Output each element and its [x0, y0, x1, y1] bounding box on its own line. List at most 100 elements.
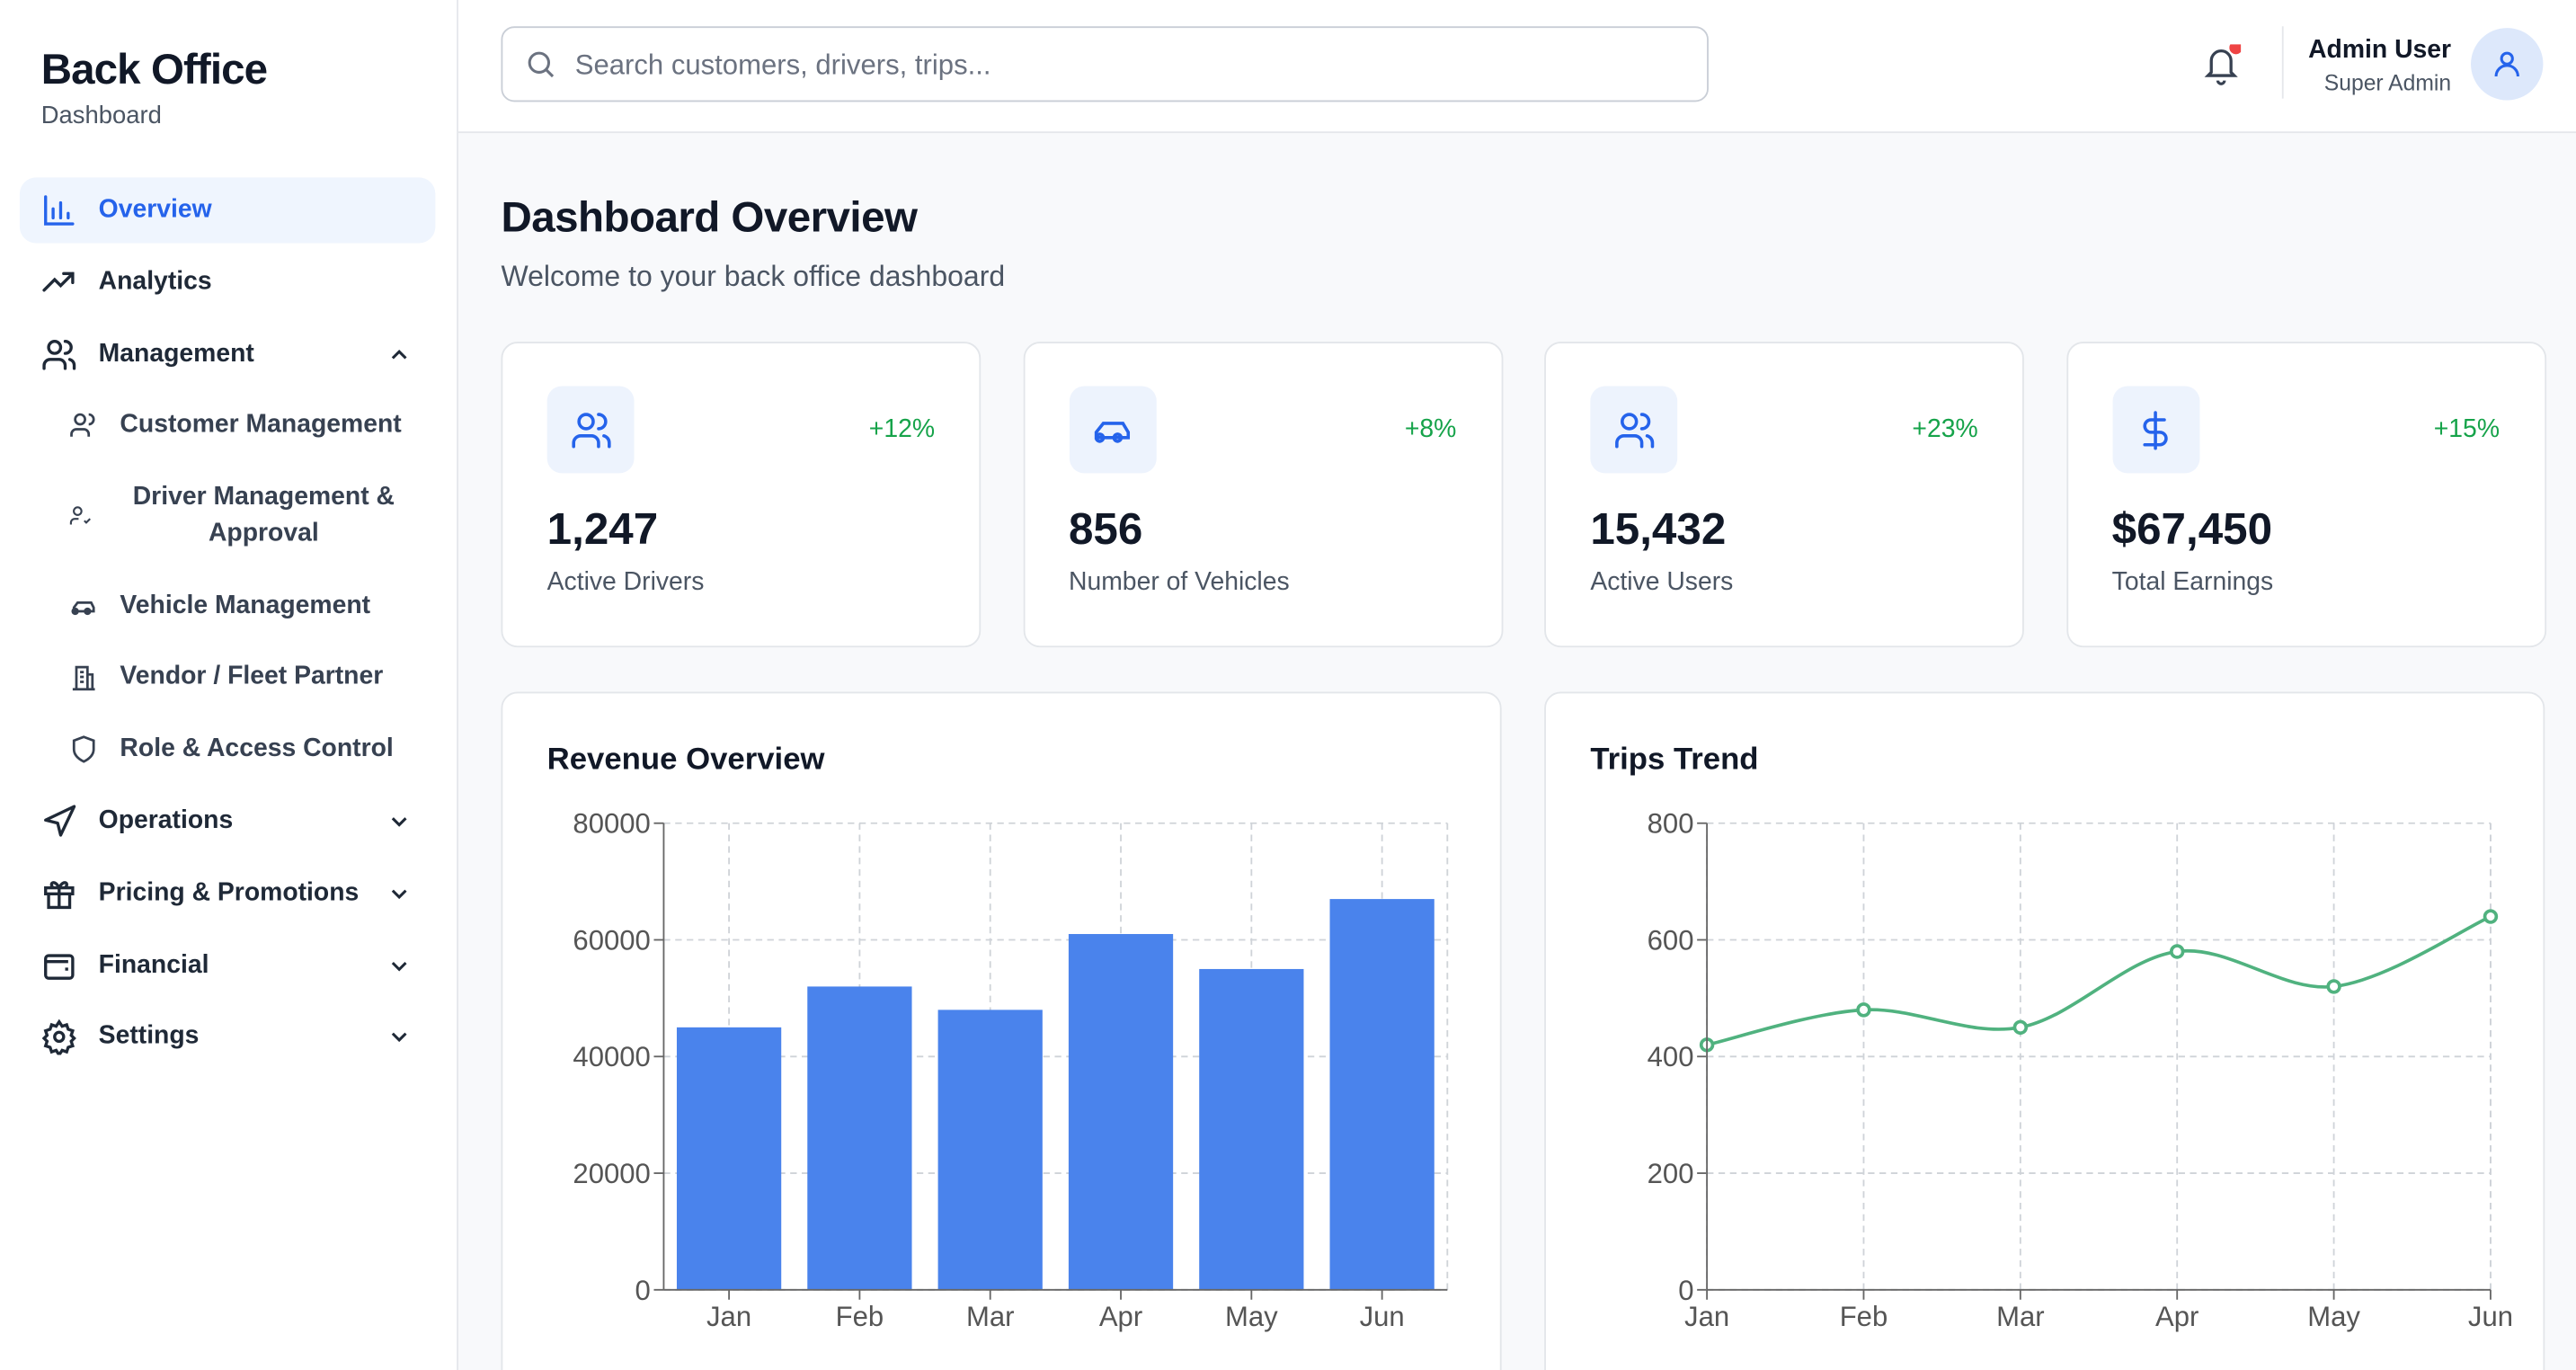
sub-nav-label: Customer Management — [120, 410, 402, 440]
sub-nav-item[interactable]: Vehicle Management — [66, 574, 435, 639]
stat-change: +8% — [1404, 415, 1457, 444]
stat-icon — [2111, 386, 2199, 474]
x-tick-label: Mar — [966, 1301, 1015, 1332]
nav-label: Financial — [98, 951, 209, 980]
icon — [571, 412, 610, 448]
stat-label: Active Users — [1590, 568, 1734, 597]
icon — [41, 1019, 76, 1055]
chart-title: Revenue Overview — [546, 743, 825, 778]
stat-value: 15,432 — [1590, 504, 1727, 554]
icon — [70, 413, 95, 437]
bar — [807, 986, 912, 1290]
stat-value: $67,450 — [2111, 504, 2273, 554]
nav-item[interactable]: Financial — [20, 933, 435, 999]
icon — [1614, 412, 1654, 448]
stat-card: +15% $67,450 Total Earnings — [2065, 342, 2546, 648]
stat-change: +12% — [868, 415, 936, 444]
avatar-icon — [2494, 51, 2519, 77]
nav-item[interactable]: Analytics — [20, 250, 435, 316]
sub-nav-item[interactable]: Vendor / Fleet Partner — [66, 645, 435, 710]
user-role: Super Admin — [2323, 70, 2452, 96]
nav-item[interactable]: Pricing & Promotions — [20, 861, 435, 927]
top-bar: Search customers, drivers, trips... Admi… — [457, 0, 2576, 134]
x-tick-label: May — [1225, 1301, 1278, 1332]
brand-title: Back Office — [40, 44, 268, 94]
stat-change: +23% — [1912, 415, 1978, 444]
stat-icon — [546, 386, 635, 474]
x-tick-label: Apr — [2155, 1301, 2198, 1332]
search-box[interactable]: Search customers, drivers, trips... — [501, 26, 1709, 102]
stat-label: Active Drivers — [546, 568, 705, 597]
sub-nav-item[interactable]: Customer Management — [66, 393, 435, 458]
nav-label: Analytics — [98, 267, 212, 297]
avatar[interactable] — [2471, 28, 2544, 101]
icon — [44, 805, 76, 837]
icon — [44, 954, 75, 980]
icon — [44, 195, 75, 226]
y-tick-label: 600 — [1648, 924, 1694, 956]
stat-card: +12% 1,247 Active Drivers — [501, 342, 982, 648]
bar — [1199, 968, 1304, 1290]
nav-item[interactable]: Operations — [20, 788, 435, 854]
x-tick-label: Jan — [1684, 1301, 1729, 1332]
stat-change: +15% — [2433, 415, 2500, 444]
point — [1856, 1002, 1871, 1018]
nav-label: Settings — [98, 1021, 200, 1050]
brand-subtitle: Dashboard — [40, 102, 162, 130]
icon — [42, 271, 75, 292]
notification-bell[interactable] — [2201, 44, 2242, 87]
sub-nav-item[interactable]: Role & Access Control — [66, 716, 435, 782]
chart: 0 200 400 600 800 Jan Feb Mar Apr May Jun — [1648, 808, 2513, 1332]
stat-value: 1,247 — [546, 504, 659, 554]
point — [2326, 979, 2341, 994]
x-tick-label: Jan — [706, 1301, 751, 1332]
icon — [44, 881, 75, 910]
y-tick-label: 60000 — [573, 924, 650, 956]
bar — [1068, 934, 1174, 1290]
nav-label: Operations — [98, 806, 234, 835]
chevron — [391, 889, 407, 900]
x-tick-label: Jun — [2468, 1301, 2513, 1332]
x-tick-label: Mar — [1996, 1301, 2044, 1332]
nav-label: Management — [98, 340, 254, 369]
chevron — [391, 817, 407, 827]
bar — [1329, 899, 1435, 1290]
search-icon — [528, 51, 555, 78]
nav-item[interactable]: Settings — [20, 1004, 435, 1070]
stat-card: +23% 15,432 Active Users — [1544, 342, 2024, 648]
chart-card: Trips Trend 0 200 400 600 800 Jan Feb Mar Apr May J… — [1544, 691, 2545, 1370]
y-tick-label: 0 — [1678, 1275, 1693, 1306]
y-tick-label: 80000 — [573, 808, 650, 840]
bar — [937, 1010, 1043, 1290]
sub-nav-label: Driver Management & Approval — [132, 483, 395, 547]
stat-card: +8% 856 Number of Vehicles — [1022, 342, 1503, 648]
nav-item[interactable]: Management — [20, 322, 435, 387]
sub-nav-label: Role & Access Control — [120, 734, 394, 763]
y-tick-label: 400 — [1648, 1041, 1694, 1072]
x-tick-label: Feb — [1840, 1301, 1888, 1332]
point — [2483, 909, 2499, 924]
icon — [72, 665, 95, 691]
x-tick-label: May — [2307, 1301, 2360, 1332]
sub-nav-item[interactable]: Driver Management & Approval — [66, 480, 435, 552]
icon — [71, 600, 95, 616]
nav-item[interactable]: Overview — [19, 177, 436, 244]
icon — [2143, 410, 2168, 449]
icon — [1094, 421, 1131, 442]
nav-label: Overview — [98, 195, 212, 224]
x-tick-label: Jun — [1360, 1301, 1405, 1332]
y-tick-label: 20000 — [573, 1158, 650, 1189]
stat-icon — [1068, 386, 1156, 474]
divider — [2281, 26, 2284, 99]
y-tick-label: 40000 — [573, 1041, 650, 1072]
search-placeholder: Search customers, drivers, trips... — [574, 49, 991, 81]
chart-card: Revenue Overview 0 20000 40000 60000 80000 Jan… — [501, 691, 1502, 1370]
nav-label: Pricing & Promotions — [98, 878, 360, 907]
icon — [69, 506, 91, 525]
chevron — [391, 962, 407, 972]
sidebar: Back Office Dashboard Overview Analytics… — [0, 0, 458, 1370]
x-tick-label: Feb — [836, 1301, 884, 1332]
page-title: Dashboard Overview — [501, 191, 918, 242]
icon — [42, 340, 76, 370]
